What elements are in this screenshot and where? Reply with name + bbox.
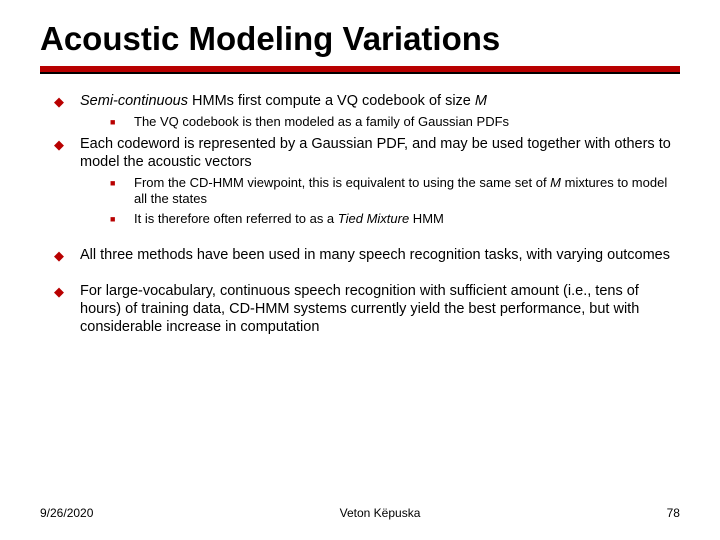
slide-title: Acoustic Modeling Variations: [40, 20, 680, 58]
square-icon: ■: [110, 211, 134, 227]
emphasis: Tied Mixture: [338, 211, 409, 226]
spacer: [40, 268, 680, 282]
diamond-icon: ◆: [54, 135, 80, 171]
bullet-text: It is therefore often referred to as a T…: [134, 211, 680, 227]
footer-author: Veton Këpuska: [340, 506, 421, 520]
text-run: From the CD-HMM viewpoint, this is equiv…: [134, 175, 550, 190]
bullet-text: For large-vocabulary, continuous speech …: [80, 282, 680, 336]
bullet-item: ◆ For large-vocabulary, continuous speec…: [40, 282, 680, 336]
sub-bullet-item: ■ The VQ codebook is then modeled as a f…: [40, 114, 680, 130]
text-run: It is therefore often referred to as a: [134, 211, 338, 226]
slide-footer: 9/26/2020 Veton Këpuska 78: [40, 506, 680, 520]
sub-bullet-item: ■ From the CD-HMM viewpoint, this is equ…: [40, 175, 680, 208]
square-icon: ■: [110, 114, 134, 130]
emphasis: M: [475, 93, 487, 109]
diamond-icon: ◆: [54, 92, 80, 110]
bullet-item: ◆ Semi-continuous HMMs first compute a V…: [40, 92, 680, 110]
diamond-icon: ◆: [54, 246, 80, 264]
bullet-text: Semi-continuous HMMs first compute a VQ …: [80, 92, 680, 110]
slide-content: ◆ Semi-continuous HMMs first compute a V…: [40, 92, 680, 336]
bullet-text: All three methods have been used in many…: [80, 246, 680, 264]
square-icon: ■: [110, 175, 134, 208]
sub-bullet-item: ■ It is therefore often referred to as a…: [40, 211, 680, 227]
slide: Acoustic Modeling Variations ◆ Semi-cont…: [0, 0, 720, 540]
bullet-item: ◆ Each codeword is represented by a Gaus…: [40, 135, 680, 171]
bullet-text: Each codeword is represented by a Gaussi…: [80, 135, 680, 171]
footer-page: 78: [667, 506, 680, 520]
emphasis: M: [550, 175, 561, 190]
diamond-icon: ◆: [54, 282, 80, 336]
spacer: [40, 232, 680, 246]
footer-date: 9/26/2020: [40, 506, 93, 520]
title-underline: [40, 66, 680, 74]
bullet-text: From the CD-HMM viewpoint, this is equiv…: [134, 175, 680, 208]
bullet-text: The VQ codebook is then modeled as a fam…: [134, 114, 680, 130]
emphasis: Semi-continuous: [80, 93, 188, 109]
text-run: HMM: [409, 211, 444, 226]
text-run: HMMs first compute a VQ codebook of size: [188, 93, 475, 109]
bullet-item: ◆ All three methods have been used in ma…: [40, 246, 680, 264]
